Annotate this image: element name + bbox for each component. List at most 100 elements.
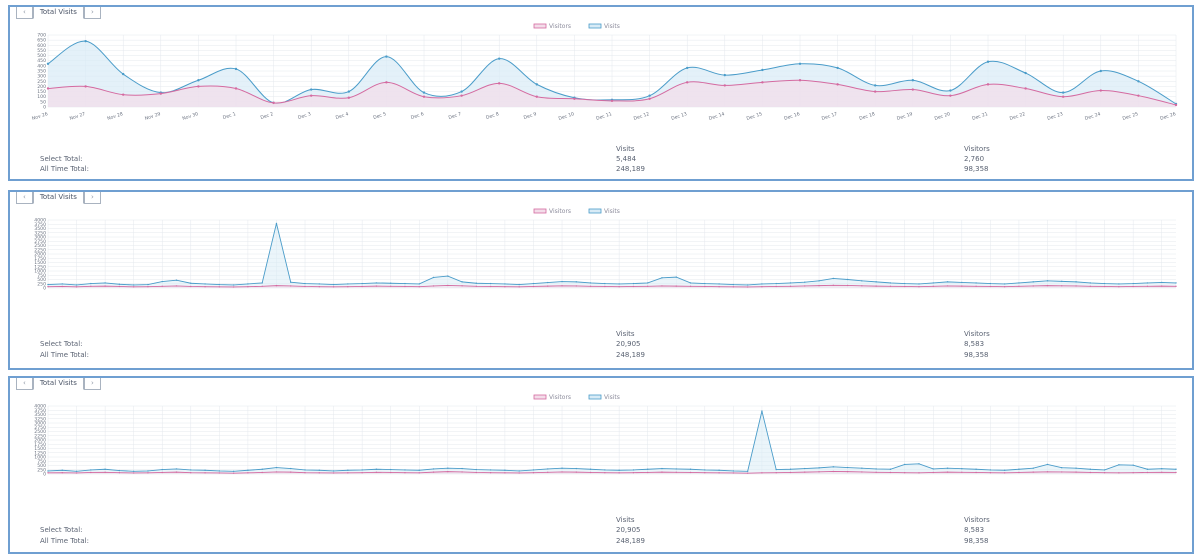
data-point-visitors bbox=[561, 285, 563, 287]
data-point-visits bbox=[989, 282, 992, 285]
data-point-visitors bbox=[761, 81, 764, 84]
next-tab-button[interactable]: › bbox=[83, 192, 101, 204]
data-point-visits bbox=[961, 281, 963, 284]
data-point-visits bbox=[1089, 282, 1092, 284]
data-point-visitors bbox=[861, 471, 863, 473]
prev-tab-button[interactable]: ‹ bbox=[16, 378, 33, 390]
data-point-visits bbox=[361, 469, 363, 471]
y-tick-label: 250 bbox=[37, 79, 46, 85]
data-point-visits bbox=[1132, 282, 1134, 285]
data-point-visitors bbox=[1103, 471, 1106, 474]
data-point-visitors bbox=[532, 471, 535, 474]
data-point-visitors bbox=[704, 471, 706, 474]
data-point-visitors bbox=[1046, 284, 1049, 287]
data-point-visits bbox=[1075, 467, 1077, 469]
data-point-visits bbox=[861, 467, 863, 469]
data-point-visits bbox=[889, 468, 892, 470]
y-tick-label: 4000 bbox=[34, 218, 46, 224]
chart-panel-1: ‹ Total Visits › Visitors Visits 0 50 100 150… bbox=[8, 5, 1194, 181]
select-total-visits: 20,905 bbox=[616, 526, 641, 534]
data-point-visits bbox=[447, 275, 449, 277]
next-chevron-icon: › bbox=[90, 8, 94, 16]
data-point-visits bbox=[875, 281, 877, 283]
data-point-visits bbox=[689, 282, 692, 284]
data-point-visits bbox=[118, 283, 121, 285]
data-point-visitors bbox=[247, 472, 249, 474]
prev-chevron-icon: ‹ bbox=[23, 193, 26, 201]
data-point-visitors bbox=[175, 285, 178, 287]
y-tick-label: 3750 bbox=[34, 222, 46, 228]
x-tick-label: Dec 9 bbox=[523, 111, 538, 121]
data-point-visits bbox=[632, 282, 635, 285]
data-point-visits bbox=[1061, 467, 1063, 469]
next-tab-button[interactable]: › bbox=[83, 7, 101, 19]
data-point-visits bbox=[723, 73, 726, 77]
data-point-visitors bbox=[723, 84, 726, 87]
data-point-visits bbox=[911, 79, 914, 82]
data-point-visits bbox=[404, 469, 406, 471]
data-point-visits bbox=[904, 463, 906, 466]
x-tick-label: Dec 18 bbox=[859, 111, 876, 122]
x-tick-label: Dec 10 bbox=[558, 111, 575, 122]
data-point-visits bbox=[804, 281, 806, 283]
data-point-visitors bbox=[332, 286, 335, 288]
data-point-visits bbox=[498, 57, 501, 60]
data-point-visits bbox=[1137, 80, 1140, 83]
y-tick-label: 1750 bbox=[34, 256, 46, 262]
data-point-visitors bbox=[418, 472, 420, 474]
y-tick-label: 2500 bbox=[34, 429, 46, 435]
data-point-visitors bbox=[347, 285, 349, 288]
data-point-visits bbox=[675, 468, 677, 470]
data-point-visitors bbox=[761, 285, 763, 288]
y-tick-label: 2250 bbox=[34, 433, 46, 439]
data-point-visitors bbox=[604, 285, 606, 288]
prev-tab-button[interactable]: ‹ bbox=[16, 192, 33, 204]
data-point-visits bbox=[90, 282, 92, 285]
data-point-visits bbox=[104, 468, 106, 470]
data-point-visitors bbox=[686, 81, 689, 84]
tab-label: Total Visits bbox=[39, 379, 77, 387]
tab-total-visits[interactable]: Total Visits bbox=[32, 7, 84, 19]
data-point-visits bbox=[1146, 468, 1149, 470]
data-point-visitors bbox=[310, 94, 313, 97]
visitors-column-header: Visitors bbox=[964, 330, 990, 338]
data-point-visitors bbox=[118, 471, 121, 474]
data-point-visitors bbox=[646, 471, 649, 474]
data-point-visitors bbox=[175, 471, 178, 473]
data-point-visitors bbox=[90, 285, 92, 287]
data-point-visits bbox=[447, 467, 449, 469]
tab-total-visits[interactable]: Total Visits bbox=[32, 378, 84, 390]
prev-tab-button[interactable]: ‹ bbox=[16, 7, 33, 19]
tab-total-visits[interactable]: Total Visits bbox=[32, 192, 84, 204]
data-point-visitors bbox=[932, 285, 934, 287]
data-point-visitors bbox=[589, 285, 592, 287]
data-point-visits bbox=[518, 470, 520, 472]
data-point-visits bbox=[889, 282, 892, 284]
data-point-visitors bbox=[361, 471, 363, 474]
data-point-visits bbox=[46, 62, 50, 65]
data-point-visitors bbox=[874, 90, 877, 93]
data-point-visitors bbox=[1132, 471, 1134, 474]
data-point-visits bbox=[375, 282, 378, 284]
data-point-visits bbox=[761, 68, 764, 72]
data-point-visitors bbox=[732, 472, 735, 474]
data-point-visits bbox=[932, 282, 934, 284]
data-point-visits bbox=[161, 468, 163, 471]
y-tick-label: 100 bbox=[37, 94, 46, 100]
x-tick-label: Dec 2 bbox=[260, 111, 275, 121]
data-point-visits bbox=[389, 282, 392, 284]
data-point-visitors bbox=[132, 286, 135, 288]
data-point-visitors bbox=[618, 285, 620, 288]
data-point-visits bbox=[532, 282, 535, 285]
next-tab-button[interactable]: › bbox=[83, 378, 101, 390]
data-point-visitors bbox=[47, 285, 49, 288]
data-point-visits bbox=[575, 467, 578, 470]
data-point-visits bbox=[234, 67, 238, 71]
y-tick-label: 350 bbox=[37, 69, 46, 75]
data-point-visitors bbox=[932, 471, 934, 474]
x-tick-label: Dec 19 bbox=[896, 111, 913, 122]
data-point-visitors bbox=[75, 286, 78, 288]
data-point-visits bbox=[418, 283, 420, 285]
data-point-visitors bbox=[90, 471, 92, 474]
legend-label-visits: Visits bbox=[604, 208, 620, 215]
